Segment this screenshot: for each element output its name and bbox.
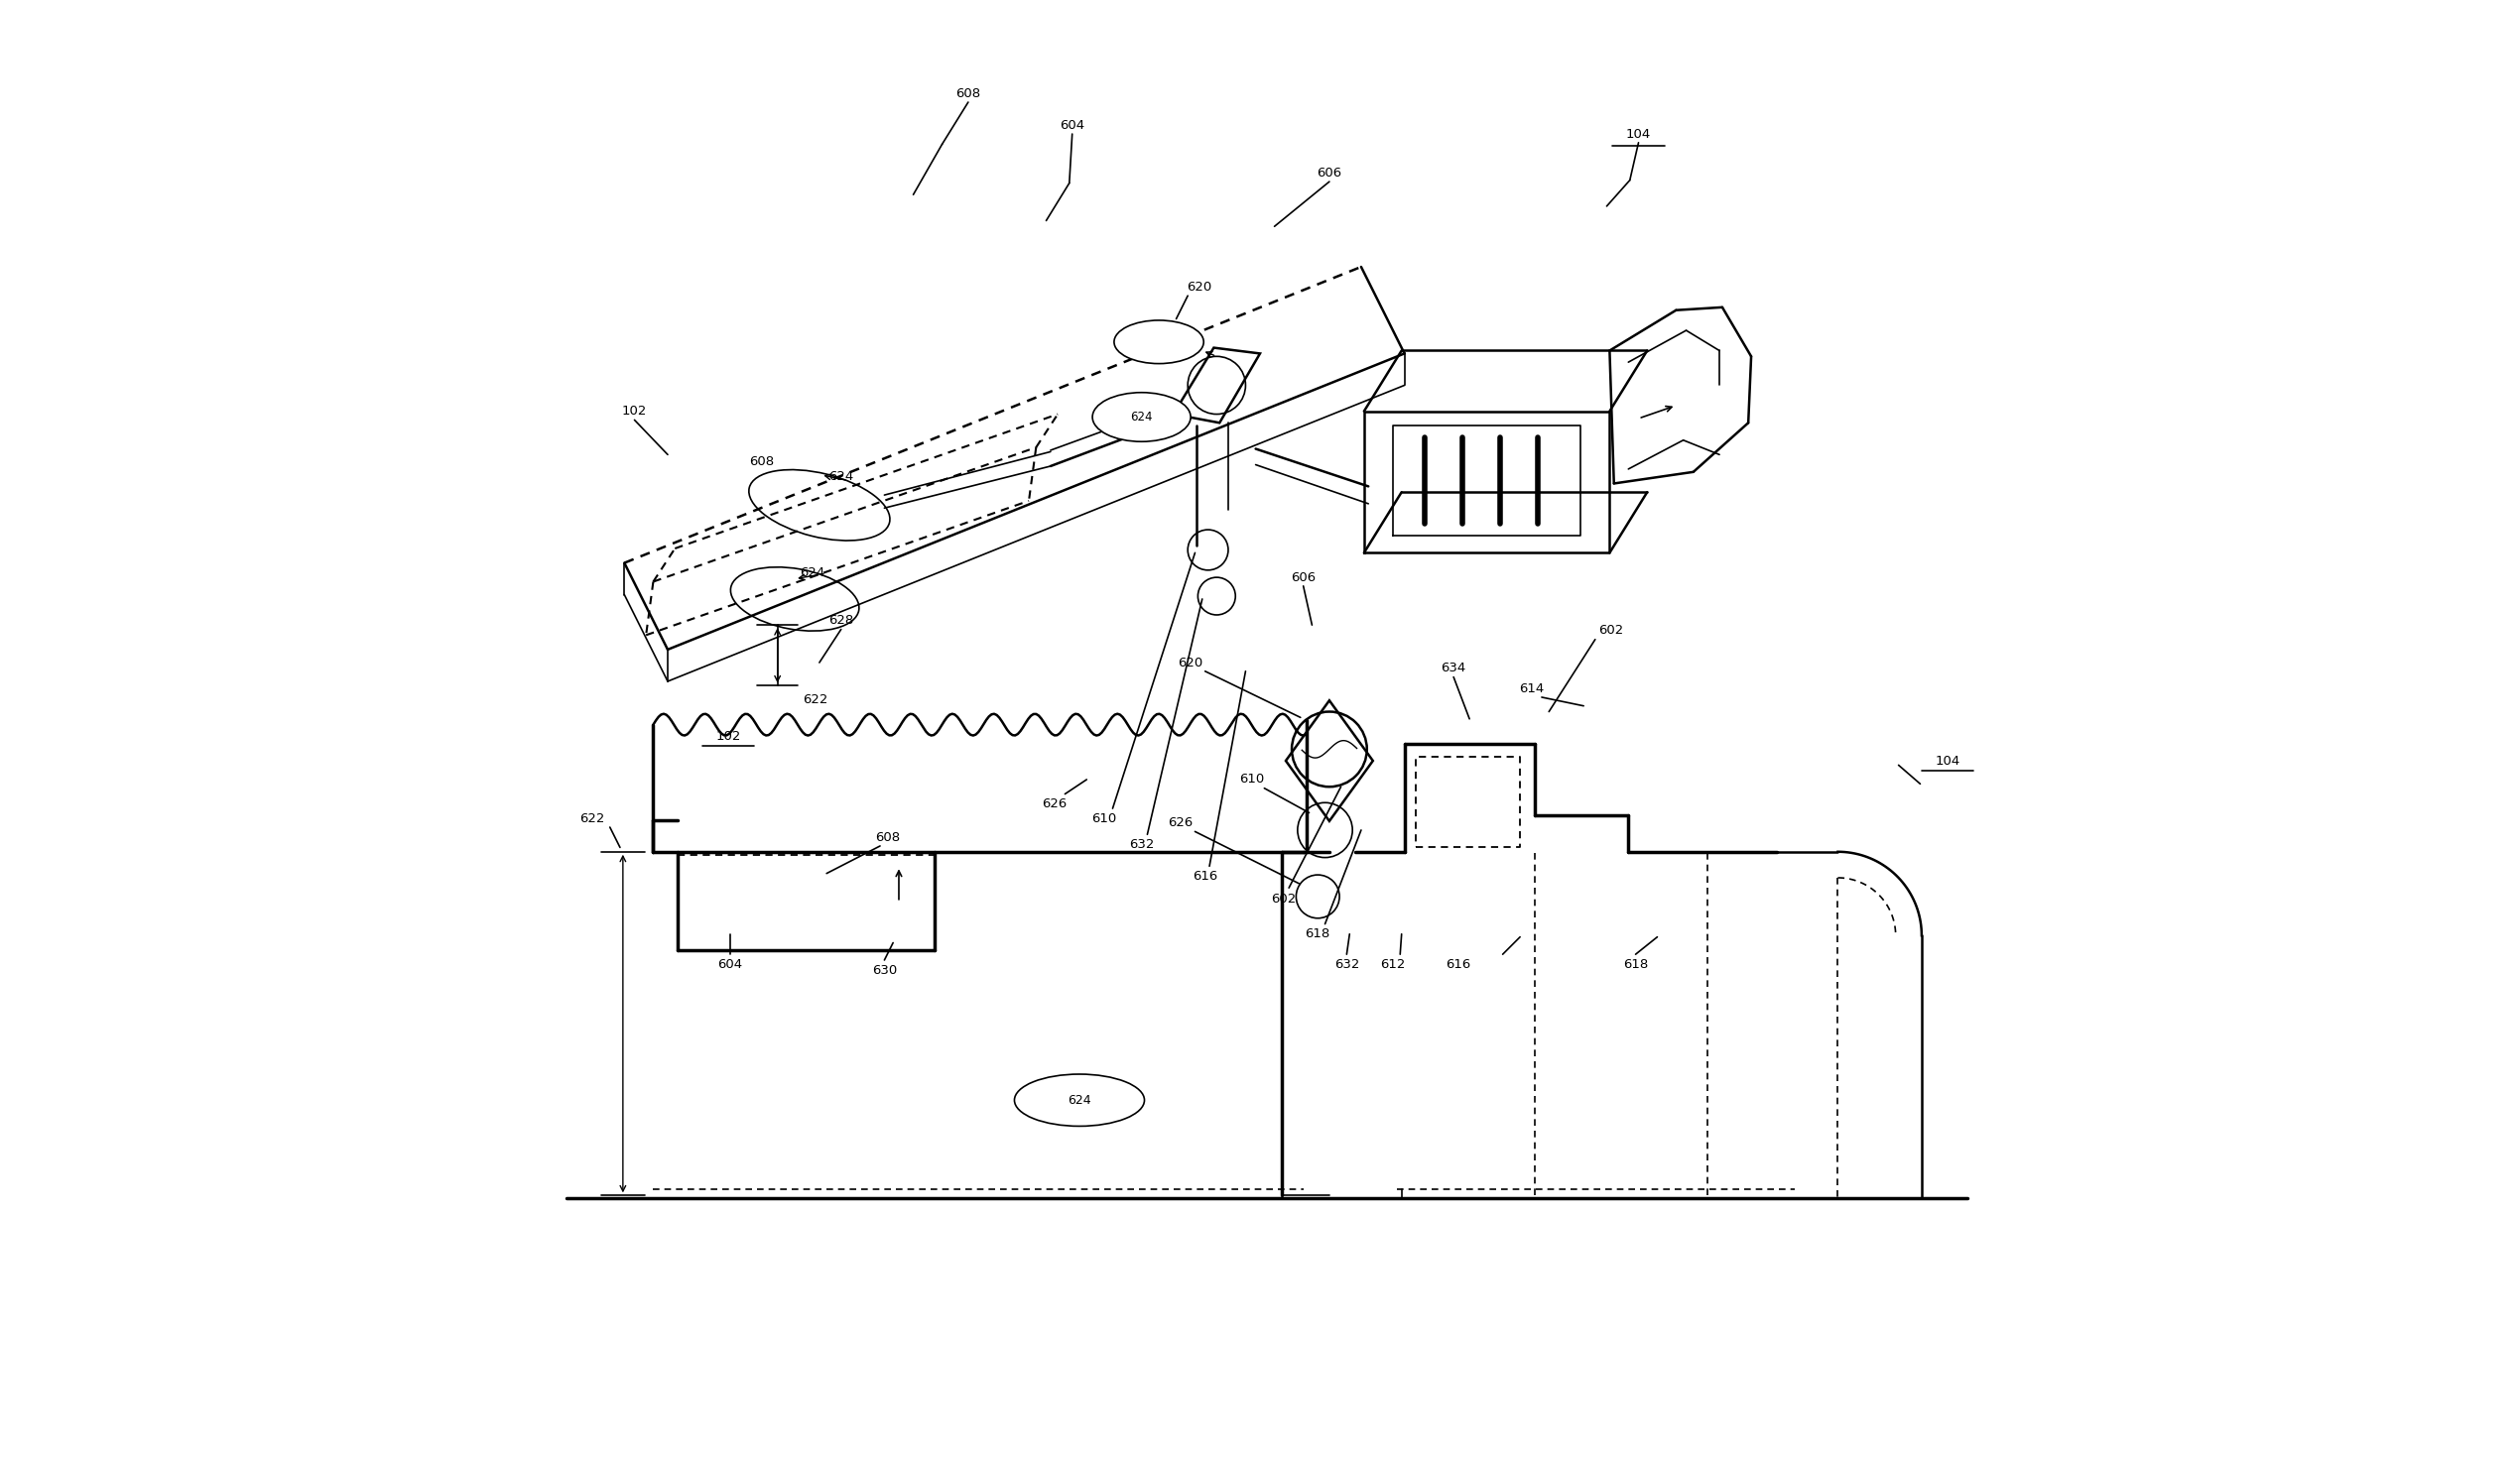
- Ellipse shape: [1016, 1075, 1144, 1126]
- Text: 608: 608: [748, 455, 774, 468]
- Text: 602: 602: [1270, 892, 1295, 905]
- Text: 622: 622: [801, 694, 827, 707]
- Text: 624: 624: [799, 567, 824, 579]
- Text: 606: 606: [1290, 572, 1315, 583]
- Text: 620: 620: [1187, 280, 1212, 293]
- Text: 634: 634: [1441, 662, 1467, 675]
- Text: 616: 616: [1192, 870, 1217, 882]
- Text: 622: 622: [580, 812, 605, 825]
- Text: 632: 632: [1129, 838, 1154, 851]
- Text: 618: 618: [1305, 927, 1331, 940]
- Text: 102: 102: [716, 730, 741, 742]
- Text: 102: 102: [622, 405, 648, 418]
- Text: 620: 620: [1179, 656, 1202, 669]
- Ellipse shape: [1094, 392, 1189, 442]
- Text: 104: 104: [1625, 127, 1651, 140]
- Text: 618: 618: [1623, 958, 1648, 971]
- Text: 624: 624: [829, 469, 854, 483]
- Text: 602: 602: [1598, 624, 1623, 637]
- Text: 608: 608: [874, 831, 900, 844]
- Text: 604: 604: [1061, 120, 1084, 131]
- Text: 610: 610: [1240, 773, 1265, 786]
- Text: 104: 104: [1935, 754, 1961, 767]
- Text: 612: 612: [1381, 958, 1406, 971]
- Ellipse shape: [1114, 321, 1205, 363]
- Text: 632: 632: [1333, 958, 1358, 971]
- Text: 630: 630: [872, 964, 897, 977]
- Text: 606: 606: [1318, 166, 1341, 179]
- Text: 626: 626: [1167, 816, 1192, 830]
- Text: 616: 616: [1446, 958, 1472, 971]
- Text: 624: 624: [1068, 1094, 1091, 1107]
- Text: 604: 604: [718, 958, 743, 971]
- Text: 610: 610: [1091, 812, 1116, 825]
- Text: 624: 624: [1131, 411, 1152, 423]
- Text: 628: 628: [829, 614, 854, 627]
- Text: 608: 608: [955, 87, 980, 101]
- Text: 614: 614: [1520, 682, 1545, 695]
- Text: 626: 626: [1043, 798, 1068, 811]
